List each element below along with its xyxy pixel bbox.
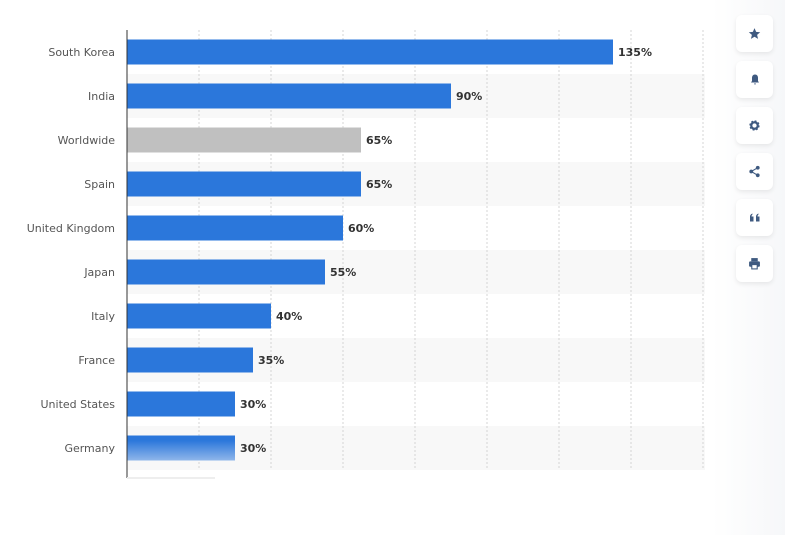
value-label: 65% xyxy=(366,134,392,147)
print-icon xyxy=(749,258,760,270)
category-label: South Korea xyxy=(48,46,115,59)
category-label: Japan xyxy=(83,266,115,279)
bar xyxy=(127,39,613,65)
category-label: Germany xyxy=(64,442,115,455)
value-label: 30% xyxy=(240,398,266,411)
quote-icon xyxy=(749,213,759,221)
bar xyxy=(127,83,451,109)
bar xyxy=(127,127,361,153)
bar-chart: South Korea 135% India 90% Worldwide 65% Spain… xyxy=(27,30,705,479)
category-label: France xyxy=(78,354,115,367)
bar xyxy=(127,347,253,373)
bar xyxy=(127,259,325,285)
category-label: India xyxy=(88,90,115,103)
share-button[interactable] xyxy=(736,153,773,190)
category-label: United Kingdom xyxy=(27,222,115,235)
cite-button[interactable] xyxy=(736,199,773,236)
gear-icon xyxy=(749,120,760,131)
value-label: 135% xyxy=(618,46,652,59)
bar xyxy=(127,171,361,197)
bar xyxy=(127,391,235,417)
value-label: 90% xyxy=(456,90,482,103)
bar xyxy=(127,215,343,241)
value-label: 35% xyxy=(258,354,284,367)
star-icon xyxy=(748,28,761,39)
share-icon xyxy=(749,165,760,178)
notification-button[interactable] xyxy=(736,61,773,98)
value-label: 30% xyxy=(240,442,266,455)
print-button[interactable] xyxy=(736,245,773,282)
sidebar xyxy=(712,0,785,535)
bell-icon xyxy=(750,74,759,85)
favorite-button[interactable] xyxy=(736,15,773,52)
category-label: Worldwide xyxy=(58,134,116,147)
settings-button[interactable] xyxy=(736,107,773,144)
category-label: United States xyxy=(41,398,116,411)
value-label: 60% xyxy=(348,222,374,235)
bar xyxy=(127,303,271,329)
value-label: 55% xyxy=(330,266,356,279)
category-label: Italy xyxy=(91,310,115,323)
value-label: 40% xyxy=(276,310,302,323)
category-label: Spain xyxy=(84,178,115,191)
bar xyxy=(127,435,235,461)
axis-stub xyxy=(127,477,215,479)
value-label: 65% xyxy=(366,178,392,191)
